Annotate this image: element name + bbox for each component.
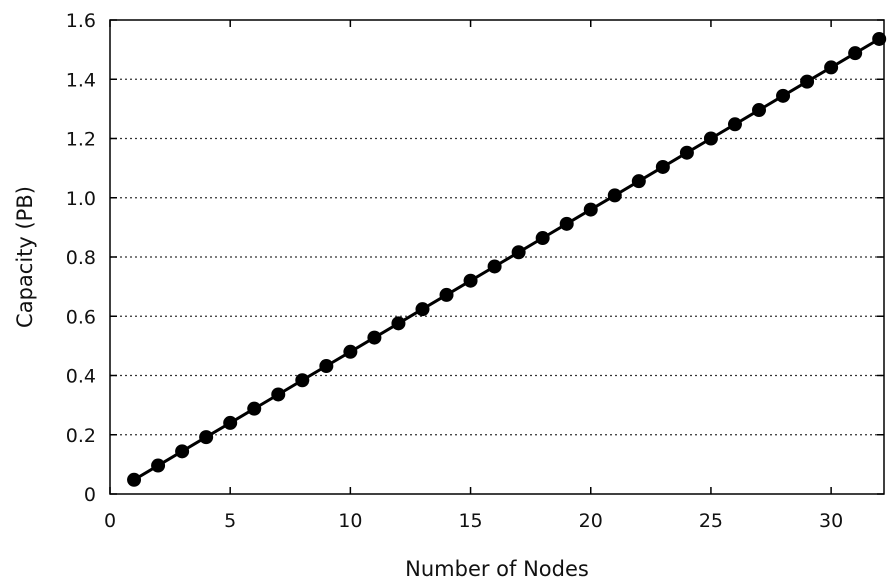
data-point	[487, 259, 502, 274]
data-point	[127, 472, 142, 487]
data-point	[367, 330, 382, 345]
data-point	[511, 245, 526, 260]
x-tick-label: 15	[458, 510, 482, 532]
y-tick-label: 0.6	[66, 306, 96, 328]
x-tick-label: 10	[338, 510, 362, 532]
data-point	[824, 60, 839, 75]
data-point	[752, 103, 767, 118]
data-point	[175, 444, 190, 459]
data-point	[535, 231, 550, 246]
tick-labels: 0 0.2 0.4 0.6 0.8 1.0 1.2 1.4 1.6 0 5 10 15 20 25 30	[66, 10, 843, 532]
x-tick-label: 20	[579, 510, 603, 532]
data-point	[295, 373, 310, 388]
data-point	[151, 458, 166, 473]
data-point	[583, 202, 598, 217]
data-point	[343, 344, 358, 359]
gridlines	[110, 78, 884, 436]
y-tick-label: 0	[84, 484, 96, 506]
data-point	[872, 31, 887, 46]
x-tick-label: 0	[104, 510, 116, 532]
data-point	[223, 415, 238, 430]
data-point	[800, 74, 815, 89]
y-tick-label: 1.6	[66, 10, 96, 32]
x-tick-label: 30	[819, 510, 843, 532]
y-tick-label: 1.0	[66, 188, 96, 210]
data-point	[655, 159, 670, 174]
data-point	[679, 145, 694, 160]
data-point	[319, 359, 334, 374]
y-tick-label: 0.2	[66, 425, 96, 447]
data-point	[391, 316, 406, 331]
data-points	[127, 31, 887, 487]
data-point	[247, 401, 262, 416]
y-axis-title: Capacity (PB)	[13, 186, 37, 328]
data-point	[439, 287, 454, 302]
data-point	[848, 46, 863, 61]
data-point	[199, 430, 214, 445]
y-tick-label: 1.2	[66, 129, 96, 151]
data-point	[727, 117, 742, 132]
data-point	[559, 216, 574, 231]
axis-ticks	[109, 19, 884, 495]
data-point	[463, 273, 478, 288]
x-tick-label: 25	[699, 510, 723, 532]
data-point	[271, 387, 286, 402]
y-tick-label: 0.4	[66, 366, 96, 388]
x-tick-label: 5	[224, 510, 236, 532]
y-tick-label: 0.8	[66, 247, 96, 269]
x-axis-title: Number of Nodes	[405, 557, 589, 581]
data-point	[607, 188, 622, 203]
data-point	[703, 131, 718, 146]
data-point	[631, 174, 646, 189]
data-point	[415, 302, 430, 317]
data-point	[776, 88, 791, 103]
series-line	[133, 37, 880, 482]
y-tick-label: 1.4	[66, 69, 96, 91]
